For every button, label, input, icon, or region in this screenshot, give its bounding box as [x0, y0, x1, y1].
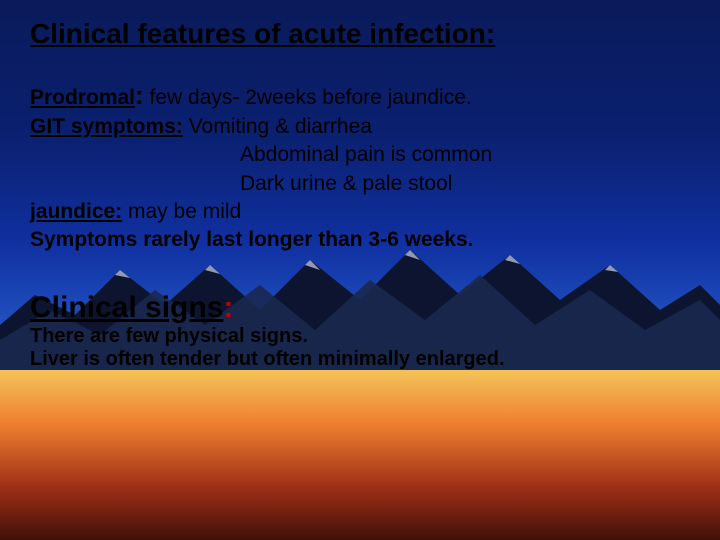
section2-title-line: Clinical signs: — [30, 291, 690, 325]
content-area: Clinical features of acute infection: Pr… — [0, 0, 720, 371]
git-line: GIT symptoms: Vomiting & diarrhea — [30, 113, 690, 141]
colon: : — [135, 80, 144, 110]
slide: Clinical features of acute infection: Pr… — [0, 0, 720, 540]
prodromal-line: Prodromal: few days- 2weeks before jaund… — [30, 78, 690, 113]
signs-line1: There are few physical signs. — [30, 325, 690, 348]
git-text: Vomiting & diarrhea — [183, 115, 372, 138]
section2-title: Clinical signs — [30, 291, 223, 324]
git-label: GIT symptoms: — [30, 115, 183, 138]
git-line2: Abdominal pain is common — [30, 141, 690, 169]
jaundice-line: jaundice: may be mild — [30, 198, 690, 226]
section2: Clinical signs: There are few physical s… — [30, 291, 690, 371]
prodromal-label: Prodromal — [30, 86, 135, 109]
signs-line2: Liver is often tender but often minimall… — [30, 348, 690, 371]
jaundice-text: may be mild — [122, 200, 241, 223]
jaundice-label: jaundice: — [30, 200, 122, 223]
section2-colon: : — [223, 291, 233, 324]
prodromal-text: few days- 2weeks before jaundice. — [144, 86, 472, 109]
slide-title: Clinical features of acute infection: — [30, 18, 690, 50]
git-line3: Dark urine & pale stool — [30, 170, 690, 198]
sunset-gradient — [0, 360, 720, 540]
duration-line: Symptoms rarely last longer than 3-6 wee… — [30, 226, 690, 254]
